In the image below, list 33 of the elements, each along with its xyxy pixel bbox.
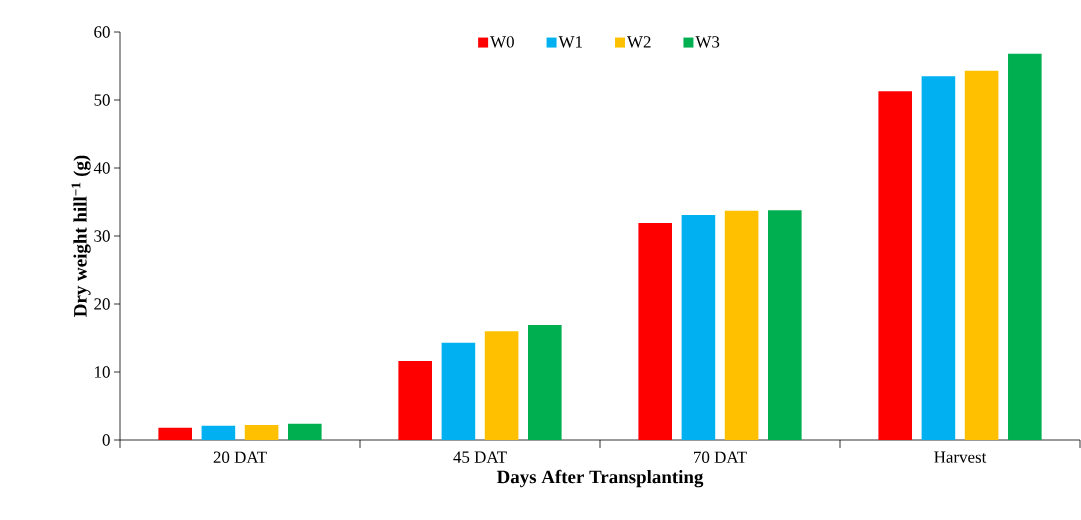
bar [681, 214, 716, 440]
bar [398, 361, 432, 440]
bar [528, 325, 562, 440]
bar [158, 427, 192, 440]
y-tick-label: 30 [94, 230, 110, 242]
bar [484, 331, 519, 440]
x-tick-label: 70 DAT [694, 451, 747, 463]
bar [1008, 53, 1042, 440]
text: Dry weight hill$^{−1}$ (g) [71, 155, 91, 317]
bar [768, 210, 802, 440]
x-axis-title: Days After Transplanting [496, 469, 704, 488]
y-tick-label: 10 [95, 366, 110, 378]
legend-label: W0 [490, 36, 514, 48]
x-tick-label: 20 DAT [213, 451, 267, 463]
bar [288, 423, 322, 440]
legend-label: W2 [627, 36, 651, 48]
y-tick-label: 20 [94, 298, 110, 310]
bar [201, 425, 236, 440]
y-tick-label: 50 [94, 94, 110, 106]
legend-label: W3 [695, 36, 720, 48]
y-tick-label: 60 [94, 26, 110, 38]
bar [921, 76, 956, 440]
x-tick-label: 45 DAT [453, 451, 507, 463]
y-tick-label: 0 [102, 434, 110, 446]
legend-label: W1 [558, 36, 582, 48]
x-tick-label: Harvest [934, 451, 987, 463]
bar [638, 223, 673, 440]
bar [441, 342, 476, 440]
bar [964, 70, 999, 440]
y-tick-label: 40 [93, 162, 110, 174]
bar [878, 91, 913, 440]
bar [244, 425, 279, 440]
bar [724, 210, 759, 440]
